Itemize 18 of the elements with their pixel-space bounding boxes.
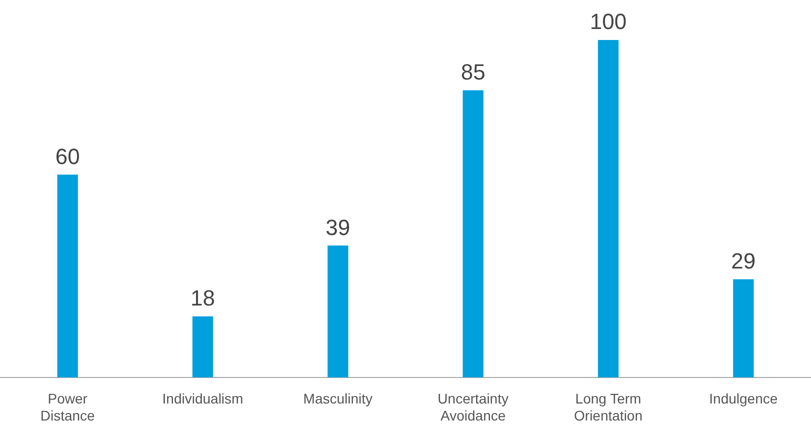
x-tick-label: Uncertainty Avoidance — [438, 390, 508, 424]
bar — [462, 90, 484, 378]
x-tick-label: Individualism — [162, 390, 244, 407]
bar — [733, 279, 754, 378]
bar — [328, 245, 348, 378]
data-label: 60 — [55, 144, 80, 170]
bar — [598, 40, 619, 378]
data-label: 100 — [590, 9, 627, 34]
data-label: 85 — [460, 60, 486, 85]
x-tick-label: Power Distance — [40, 390, 96, 424]
bar — [57, 174, 78, 378]
data-label: 39 — [326, 214, 350, 240]
bar — [192, 316, 214, 378]
x-tick-label: Masculinity — [303, 390, 373, 407]
data-label: 18 — [190, 286, 215, 311]
data-label: 29 — [731, 248, 756, 274]
x-tick-label: Indulgence — [709, 390, 778, 407]
x-tick-label: Long Term Orientation — [574, 390, 642, 424]
